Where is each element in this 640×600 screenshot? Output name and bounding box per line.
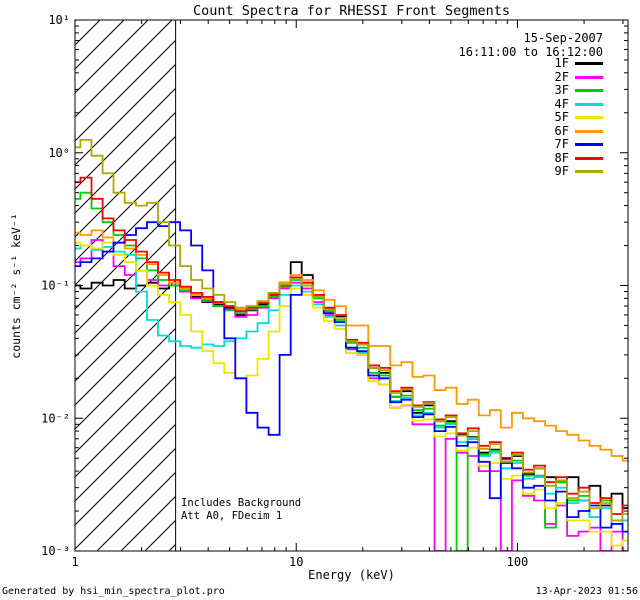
- y-axis-label: counts cm⁻² s⁻¹ keV⁻¹: [9, 213, 23, 359]
- legend-line-swatch: [575, 156, 603, 160]
- y-tick-label: 10⁻³: [41, 544, 70, 558]
- legend-line-swatch: [575, 102, 603, 106]
- generation-timestamp: 13-Apr-2023 01:56: [535, 586, 638, 597]
- legend-label: 4F: [554, 96, 569, 111]
- x-tick-label: 10: [289, 555, 303, 569]
- legend-item-6f: 6F: [554, 123, 603, 139]
- legend-label: 1F: [554, 56, 569, 70]
- legend-line-swatch: [575, 143, 603, 147]
- legend-item-5f: 5F: [554, 110, 603, 125]
- series-line-7f: [75, 221, 628, 533]
- series-line-8f: [75, 176, 628, 515]
- legend-line-swatch: [575, 116, 603, 120]
- legend-label: 2F: [554, 69, 569, 84]
- axis-ticks: [74, 19, 628, 552]
- chart-title: Count Spectra for RHESSI Front Segments: [193, 3, 510, 19]
- legend-item-3f: 3F: [554, 83, 603, 98]
- observation-time-range: 16:11:00 to 16:12:00: [458, 45, 604, 59]
- legend-line-swatch: [575, 170, 603, 174]
- legend-item-8f: 8F: [554, 150, 603, 166]
- legend: 1F 2F 3F 4F 5F 6F 7F 8F 9F: [554, 56, 603, 179]
- legend-label: 3F: [554, 83, 569, 97]
- y-tick-label: 10⁻¹: [41, 279, 70, 293]
- legend-label: 6F: [554, 123, 569, 138]
- legend-item-4f: 4F: [554, 96, 603, 112]
- series-line-9f: [75, 139, 628, 522]
- y-tick-label: 10⁻²: [41, 411, 70, 425]
- x-tick-label: 1: [71, 555, 78, 569]
- x-axis-label: Energy (keV): [308, 568, 395, 582]
- attenuator-note: Att A0, FDecim 1: [181, 510, 283, 522]
- legend-line-swatch: [575, 89, 603, 93]
- legend-label: 5F: [554, 110, 569, 124]
- legend-line-swatch: [575, 62, 603, 66]
- x-tick-label: 100: [507, 555, 529, 569]
- legend-item-2f: 2F: [554, 69, 603, 85]
- legend-label: 7F: [554, 137, 569, 151]
- legend-label: 8F: [554, 150, 569, 165]
- legend-item-7f: 7F: [554, 137, 603, 152]
- series-group: [75, 139, 628, 551]
- background-note: Includes Background: [181, 497, 302, 509]
- legend-line-swatch: [575, 129, 603, 133]
- legend-line-swatch: [575, 75, 603, 79]
- generator-credit: Generated by hsi_min_spectra_plot.pro: [2, 586, 225, 597]
- legend-item-9f: 9F: [554, 164, 603, 179]
- y-tick-label: 10¹: [48, 13, 70, 27]
- observation-date: 15-Sep-2007: [523, 31, 603, 45]
- legend-label: 9F: [554, 164, 569, 178]
- y-tick-label: 10⁰: [48, 146, 70, 160]
- legend-item-1f: 1F: [554, 56, 603, 71]
